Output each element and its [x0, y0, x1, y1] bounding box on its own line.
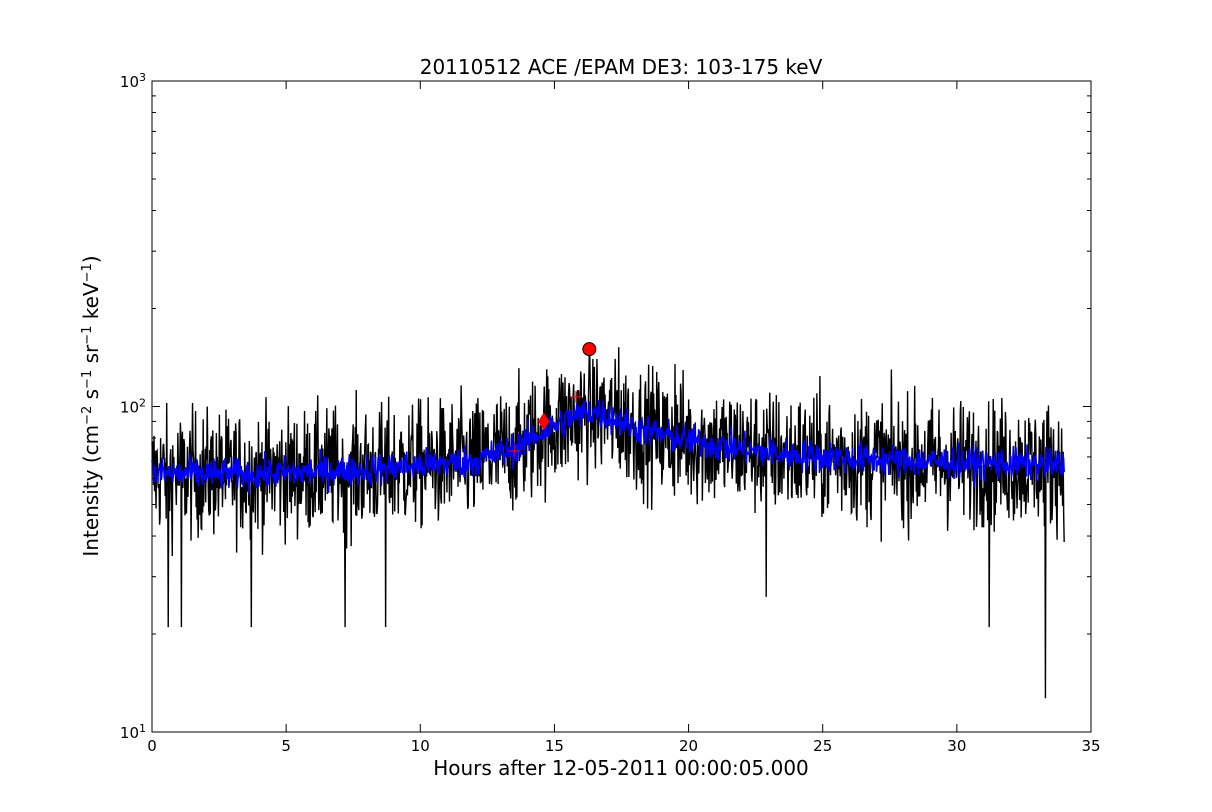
- series-layer: [151, 347, 1065, 699]
- marker-circle: [582, 342, 597, 357]
- y-axis-label-part: s: [79, 389, 103, 406]
- marker-diamond: [538, 412, 550, 431]
- marker-plus: [508, 444, 521, 457]
- y-axis-label-part: Intensity (cm: [79, 425, 103, 557]
- y-tick-label: 103: [120, 71, 146, 92]
- y-tick-base: 10: [120, 73, 139, 91]
- y-axis-label-part: −1: [80, 263, 95, 282]
- y-axis-label-part: −2: [80, 406, 95, 425]
- x-tick-label: 20: [679, 737, 698, 755]
- y-tick-exponent: 1: [139, 722, 146, 735]
- y-tick-label: 101: [120, 722, 146, 743]
- x-tick-label: 35: [1081, 737, 1100, 755]
- y-tick-base: 10: [120, 724, 139, 742]
- y-tick-exponent: 2: [139, 396, 146, 409]
- x-tick-label: 15: [545, 737, 564, 755]
- y-tick-label: 102: [120, 396, 146, 417]
- y-tick-base: 10: [120, 399, 139, 417]
- x-axis-label: Hours after 12-05-2011 00:00:05.000: [433, 756, 809, 780]
- marker-layer: [508, 342, 597, 457]
- series-raw-line: [151, 347, 1065, 699]
- y-axis-label-part: −1: [80, 326, 95, 345]
- y-axis-label-part: −1: [80, 370, 95, 389]
- x-tick-label: 10: [411, 737, 430, 755]
- x-tick-label: 5: [281, 737, 291, 755]
- y-axis-label-part: keV: [79, 282, 103, 326]
- y-axis-label-part: ): [79, 255, 103, 263]
- x-tick-label: 30: [947, 737, 966, 755]
- chart-title: 20110512 ACE /EPAM DE3: 103-175 keV: [420, 55, 823, 79]
- x-tick-label: 0: [147, 737, 157, 755]
- y-axis-label-part: sr: [79, 344, 103, 370]
- series-smoothed-line: [151, 400, 1065, 495]
- y-axis-label: Intensity (cm−2 s−1 sr−1 keV−1): [79, 255, 103, 556]
- marker-plus: [569, 390, 582, 403]
- y-tick-exponent: 3: [139, 71, 146, 84]
- x-tick-label: 25: [813, 737, 832, 755]
